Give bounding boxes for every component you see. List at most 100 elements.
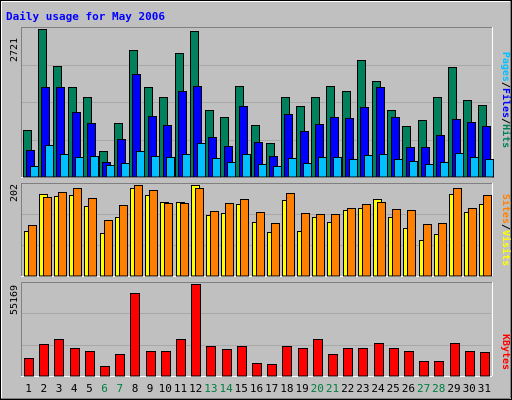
bar-sites-day-20 <box>316 214 325 277</box>
x-tick-label-day-23: 23 <box>356 382 369 395</box>
legend-sep-2: / <box>500 118 511 124</box>
legend-pages: Pages <box>500 52 511 82</box>
y-max-label-visits: 202 <box>9 184 20 202</box>
y-max-label-kbytes: 55169 <box>9 285 20 315</box>
bar-kbytes-day-25 <box>389 348 399 377</box>
bar-sites-day-10 <box>164 203 173 277</box>
bar-kbytes-day-12 <box>191 284 201 377</box>
bar-pages-day-28 <box>440 162 449 178</box>
bar-kbytes-day-4 <box>70 348 80 377</box>
bar-sites-day-19 <box>301 213 310 277</box>
bar-pages-day-3 <box>60 154 69 178</box>
chart-title: Daily usage for May 2006 <box>6 10 165 23</box>
bar-kbytes-day-24 <box>374 343 384 377</box>
bar-sites-day-18 <box>286 193 295 277</box>
bar-pages-day-2 <box>45 145 54 178</box>
bar-kbytes-day-15 <box>237 346 247 377</box>
x-tick-label-day-11: 11 <box>174 382 187 395</box>
y-max-label-hits: 2721 <box>9 38 20 62</box>
bar-sites-day-2 <box>43 197 52 277</box>
bar-pages-day-14 <box>227 162 236 178</box>
bar-pages-day-13 <box>212 158 221 178</box>
bar-pages-day-18 <box>288 158 297 178</box>
bar-pages-day-21 <box>333 157 342 178</box>
legend-visits: Visits <box>500 230 512 266</box>
x-tick-label-day-16: 16 <box>250 382 263 395</box>
bar-pages-day-5 <box>90 156 99 178</box>
x-tick-label-day-2: 2 <box>40 382 47 395</box>
x-tick-label-day-9: 9 <box>147 382 154 395</box>
bar-pages-day-4 <box>75 157 84 178</box>
x-tick-label-day-18: 18 <box>280 382 293 395</box>
x-tick-label-day-31: 31 <box>478 382 491 395</box>
legend-hits-files-pages: Pages/Files/Hits <box>500 52 512 148</box>
bar-kbytes-day-31 <box>480 352 490 377</box>
bar-sites-day-24 <box>377 202 386 277</box>
x-tick-label-day-13: 13 <box>204 382 217 395</box>
bar-pages-day-11 <box>182 154 191 178</box>
bar-kbytes-day-11 <box>176 339 186 377</box>
legend-files: Files <box>500 88 512 118</box>
bar-pages-day-16 <box>258 164 267 178</box>
bar-sites-day-1 <box>28 225 37 277</box>
bar-kbytes-day-14 <box>222 349 232 377</box>
x-tick-label-day-12: 12 <box>189 382 202 395</box>
bar-kbytes-day-27 <box>419 361 429 377</box>
bar-pages-day-17 <box>273 166 282 178</box>
x-tick-label-day-29: 29 <box>447 382 460 395</box>
bar-pages-day-8 <box>136 151 145 178</box>
bar-sites-day-30 <box>468 208 477 277</box>
legend-hits: Hits <box>500 124 512 148</box>
bar-sites-day-31 <box>483 195 492 277</box>
bar-sites-day-17 <box>271 223 280 277</box>
x-tick-label-day-4: 4 <box>71 382 78 395</box>
bar-kbytes-day-5 <box>85 351 95 377</box>
bar-sites-day-3 <box>58 192 67 277</box>
bar-sites-day-6 <box>104 220 113 277</box>
bar-kbytes-day-16 <box>252 363 262 377</box>
bar-kbytes-day-9 <box>146 351 156 377</box>
bar-sites-day-8 <box>134 185 143 277</box>
bar-pages-day-27 <box>425 164 434 178</box>
x-tick-label-day-10: 10 <box>159 382 172 395</box>
bar-pages-day-6 <box>106 165 115 178</box>
bar-kbytes-day-17 <box>267 364 277 377</box>
bar-sites-day-15 <box>240 199 249 277</box>
bar-pages-day-30 <box>470 157 479 178</box>
bar-sites-day-26 <box>407 210 416 277</box>
x-tick-label-day-22: 22 <box>341 382 354 395</box>
bar-pages-day-12 <box>197 143 206 178</box>
bar-sites-day-7 <box>119 205 128 277</box>
x-tick-label-day-27: 27 <box>417 382 430 395</box>
bar-sites-day-25 <box>392 209 401 277</box>
bar-kbytes-day-6 <box>100 366 110 377</box>
bar-sites-day-12 <box>195 188 204 277</box>
x-tick-label-day-7: 7 <box>116 382 123 395</box>
bar-kbytes-day-1 <box>24 358 34 377</box>
bar-kbytes-day-10 <box>161 351 171 377</box>
bar-sites-day-28 <box>438 223 447 277</box>
bar-kbytes-day-23 <box>358 348 368 377</box>
bar-pages-day-29 <box>455 153 464 178</box>
x-tick-label-day-19: 19 <box>295 382 308 395</box>
bar-kbytes-day-29 <box>450 343 460 377</box>
bar-pages-day-1 <box>30 166 39 178</box>
bar-kbytes-day-18 <box>282 346 292 377</box>
bar-pages-day-22 <box>349 159 358 178</box>
bar-pages-day-15 <box>242 154 251 178</box>
bar-kbytes-day-30 <box>465 351 475 377</box>
bar-pages-day-31 <box>485 159 494 178</box>
bar-sites-day-4 <box>73 188 82 277</box>
x-tick-label-day-21: 21 <box>326 382 339 395</box>
bar-pages-day-20 <box>318 157 327 178</box>
bar-sites-day-22 <box>347 208 356 277</box>
x-tick-label-day-14: 14 <box>219 382 233 395</box>
bar-sites-day-21 <box>331 214 340 277</box>
bar-pages-day-19 <box>303 163 312 178</box>
bar-sites-day-14 <box>225 203 234 277</box>
bar-pages-day-7 <box>121 163 130 178</box>
bar-sites-day-27 <box>423 224 432 277</box>
bar-pages-day-24 <box>379 154 388 178</box>
